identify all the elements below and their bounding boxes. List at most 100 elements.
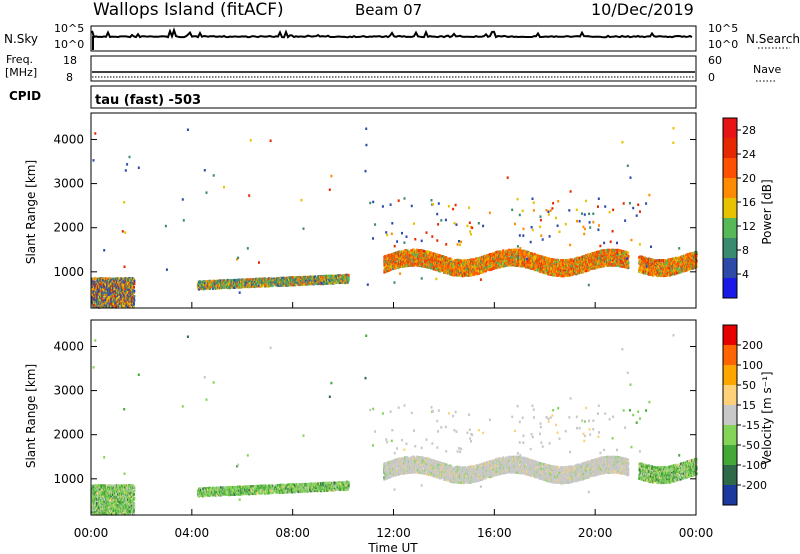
data-cell bbox=[430, 261, 433, 265]
data-cell bbox=[97, 300, 100, 304]
data-cell bbox=[133, 289, 136, 293]
data-cell bbox=[265, 283, 268, 286]
data-cell bbox=[333, 281, 336, 285]
data-cell bbox=[337, 276, 340, 279]
data-cell bbox=[130, 297, 133, 300]
data-cell bbox=[249, 285, 251, 289]
data-cell bbox=[450, 258, 453, 261]
data-cell bbox=[102, 288, 105, 291]
data-cell bbox=[326, 282, 329, 285]
data-cell bbox=[392, 254, 395, 257]
data-cell bbox=[248, 279, 251, 283]
data-cell bbox=[426, 255, 429, 259]
data-cell bbox=[337, 281, 340, 285]
nsearch-label: N.Search bbox=[746, 32, 800, 46]
data-cell bbox=[257, 278, 259, 281]
data-cell bbox=[344, 281, 347, 285]
data-cell bbox=[422, 251, 425, 254]
data-cell bbox=[126, 288, 129, 291]
data-cell bbox=[394, 260, 397, 264]
data-cell bbox=[110, 291, 113, 295]
data-cell bbox=[449, 261, 452, 264]
data-cell bbox=[112, 277, 115, 281]
data-cell bbox=[104, 297, 107, 300]
data-cell bbox=[385, 263, 388, 267]
data-cell bbox=[444, 269, 447, 273]
data-cell bbox=[314, 275, 317, 278]
data-cell bbox=[96, 298, 99, 302]
data-cell bbox=[322, 274, 325, 278]
data-cell bbox=[111, 279, 114, 283]
data-cell bbox=[117, 279, 120, 282]
data-cell bbox=[296, 281, 299, 284]
data-cell bbox=[118, 277, 121, 281]
data-cell bbox=[92, 288, 95, 291]
data-cell bbox=[203, 283, 206, 287]
data-cell bbox=[115, 300, 118, 303]
data-cell bbox=[292, 276, 295, 279]
data-cell bbox=[433, 258, 435, 261]
data-cell bbox=[97, 295, 100, 299]
data-cell bbox=[103, 289, 106, 293]
data-cell bbox=[320, 277, 322, 280]
data-cell bbox=[340, 276, 343, 279]
data-cell bbox=[105, 290, 108, 293]
data-cell bbox=[96, 284, 99, 288]
data-cell bbox=[214, 283, 217, 286]
data-cell bbox=[226, 281, 229, 284]
data-cell bbox=[389, 264, 392, 268]
data-cell bbox=[328, 282, 331, 285]
data-cell bbox=[286, 280, 289, 283]
data-cell bbox=[115, 294, 118, 298]
data-cell bbox=[443, 263, 446, 266]
data-cell bbox=[283, 278, 286, 281]
data-cell bbox=[98, 288, 101, 291]
data-cell bbox=[327, 274, 330, 278]
data-cell bbox=[113, 288, 116, 291]
data-cell bbox=[246, 278, 249, 281]
data-cell bbox=[441, 267, 443, 270]
data-cell bbox=[122, 303, 125, 307]
data-cell bbox=[244, 285, 247, 288]
data-cell bbox=[232, 279, 235, 282]
data-cell bbox=[113, 293, 116, 297]
data-cell bbox=[113, 289, 116, 293]
data-cell bbox=[212, 285, 214, 288]
data-cell bbox=[427, 252, 430, 255]
freq-label-line1: Freq. bbox=[6, 53, 33, 66]
data-cell bbox=[299, 280, 302, 283]
freq-label-line2: [MHz] bbox=[5, 66, 37, 79]
data-cell bbox=[126, 281, 129, 284]
freq-panel: Freq. [MHz] 18 8 60 0 Nave bbox=[5, 53, 781, 84]
data-cell bbox=[130, 299, 133, 302]
data-cell bbox=[215, 283, 218, 287]
data-cell bbox=[101, 286, 104, 290]
data-cell bbox=[420, 258, 423, 261]
data-cell bbox=[282, 278, 285, 282]
data-cell bbox=[397, 260, 400, 264]
data-cell bbox=[106, 293, 109, 297]
data-cell bbox=[99, 284, 102, 287]
data-cell bbox=[335, 278, 338, 281]
data-cell bbox=[107, 295, 110, 299]
data-cell bbox=[268, 279, 271, 283]
data-cell bbox=[301, 283, 304, 286]
data-cell bbox=[130, 284, 133, 287]
data-cell bbox=[128, 295, 130, 298]
data-cell bbox=[388, 255, 390, 259]
data-cell bbox=[423, 262, 426, 265]
station-title: Wallops Island (fitACF) bbox=[93, 0, 284, 20]
data-cell bbox=[389, 256, 392, 259]
data-cell bbox=[343, 281, 346, 284]
data-cell bbox=[94, 293, 97, 297]
data-cell bbox=[132, 304, 135, 307]
data-cell bbox=[109, 306, 112, 309]
data-cell bbox=[109, 280, 112, 284]
data-cell bbox=[425, 252, 428, 255]
nsky-panel: N.Sky 10^5 10^0 10^5 10^0 N.Search bbox=[4, 22, 800, 52]
data-cell bbox=[133, 291, 135, 294]
data-cell bbox=[403, 251, 406, 254]
data-cell bbox=[445, 265, 448, 268]
data-cell bbox=[434, 263, 437, 266]
data-cell bbox=[230, 281, 233, 284]
